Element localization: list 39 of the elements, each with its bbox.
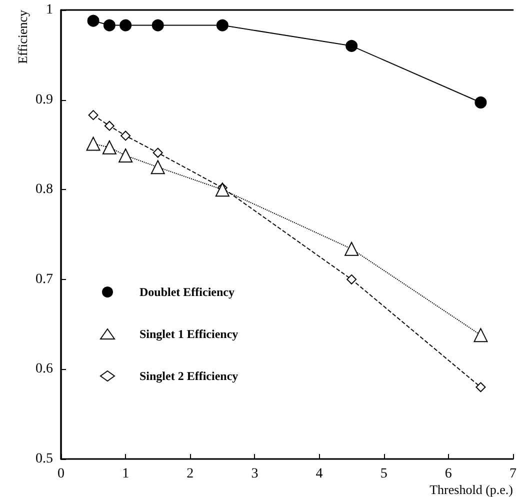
point [344, 242, 359, 256]
point [88, 110, 98, 120]
point [104, 120, 114, 131]
x-tick-label: 7 [510, 466, 516, 482]
x-tick-label: 4 [316, 466, 323, 482]
legend-label: Doublet Efficiency [140, 285, 234, 299]
point [86, 136, 100, 151]
x-tick-label: 1 [122, 466, 130, 482]
point [150, 160, 165, 174]
legend-label: Singlet 1 Efficiency [140, 327, 238, 341]
point [152, 148, 163, 158]
point [346, 274, 357, 284]
point [120, 19, 132, 32]
point [474, 328, 488, 342]
point [118, 148, 133, 162]
point [120, 130, 131, 141]
y-tick-label: 0.7 [36, 272, 53, 287]
point [103, 19, 116, 32]
x-axis-title: Threshold (p.e.) [430, 482, 513, 497]
x-tick-label: 5 [380, 466, 388, 482]
point [346, 40, 358, 52]
point [215, 182, 230, 197]
point [87, 14, 100, 27]
y-tick-label: 0.5 [36, 452, 53, 466]
point [476, 382, 486, 392]
x-tick-label: 0 [58, 466, 64, 482]
point [216, 19, 228, 32]
point [152, 19, 164, 32]
x-tick-label: 2 [186, 466, 194, 482]
legend-label: Singlet 2 Efficiency [140, 369, 238, 383]
x-tick-label: 6 [444, 466, 452, 482]
x-tick-label: 3 [251, 466, 258, 482]
y-tick-label: 1 [46, 2, 53, 18]
point [474, 96, 487, 108]
y-axis-title: Efficiency [15, 10, 30, 64]
y-tick-label: 0.9 [36, 92, 53, 108]
y-tick-label: 0.6 [36, 362, 53, 377]
point [102, 140, 116, 154]
y-tick-label: 0.8 [36, 182, 53, 198]
